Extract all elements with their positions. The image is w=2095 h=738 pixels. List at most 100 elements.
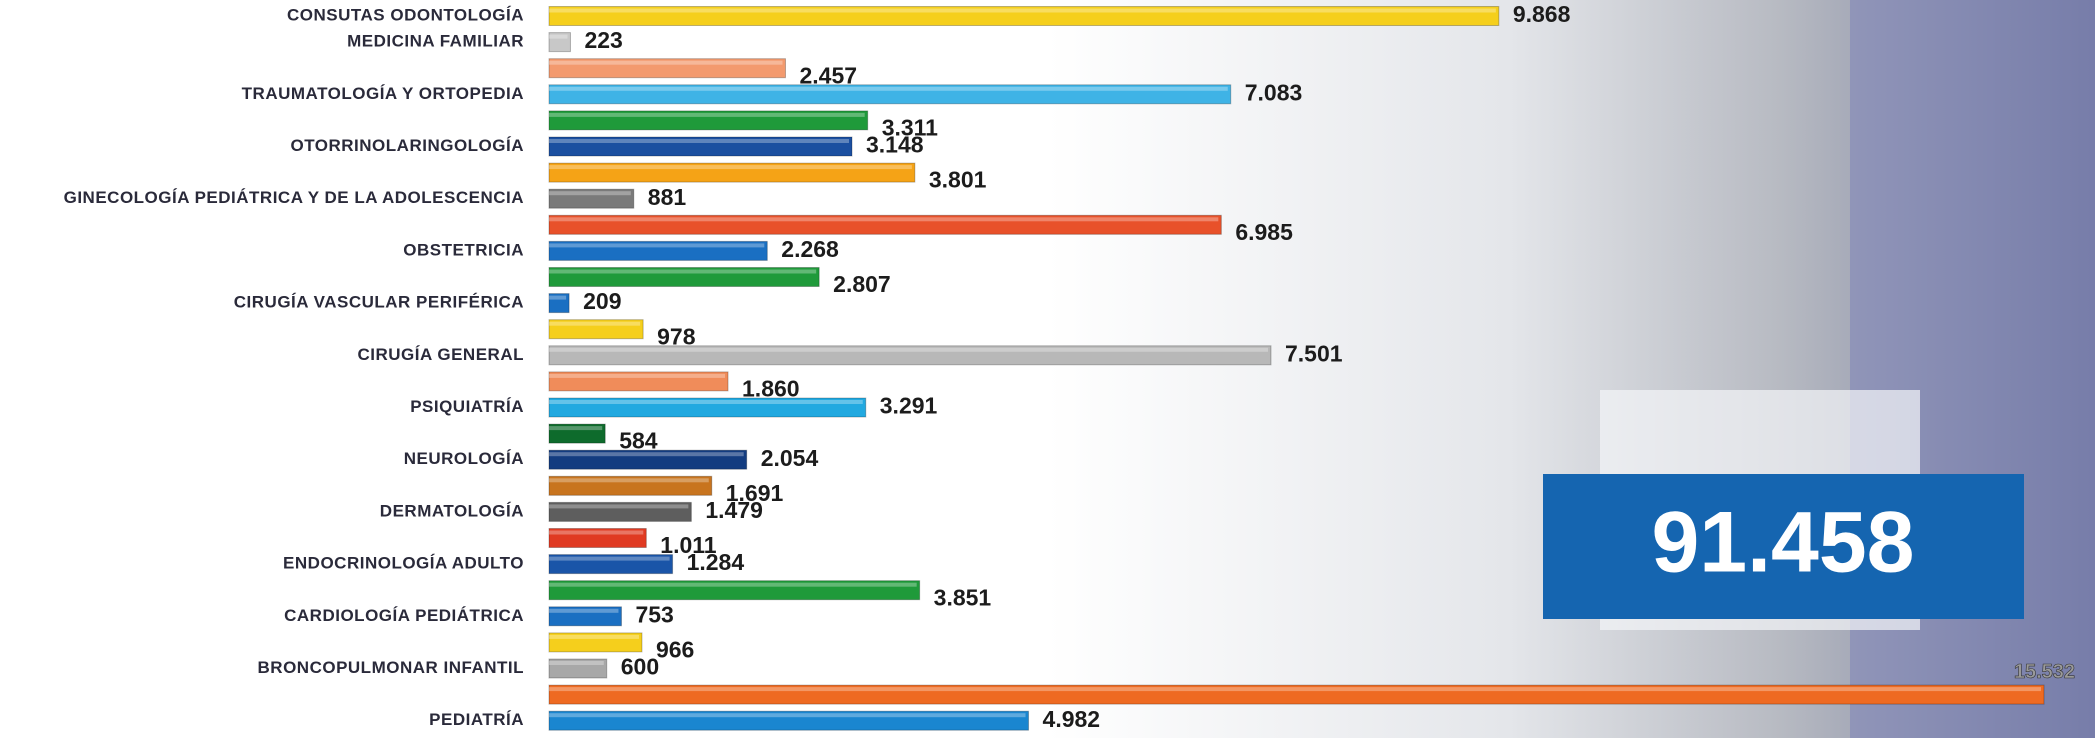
- category-label: OTORRINOLARINGOLOGÍA: [290, 136, 524, 155]
- bar: [548, 580, 921, 601]
- bar: [548, 397, 867, 418]
- bar: [548, 188, 635, 209]
- value-label: 3.311: [882, 114, 938, 140]
- value-label: 1.011: [660, 532, 716, 558]
- bar: [548, 345, 1272, 366]
- category-label: GINECOLOGÍA PEDIÁTRICA Y DE LA ADOLESCEN…: [64, 188, 524, 207]
- bar-highlight: [549, 634, 639, 639]
- bar: [548, 528, 647, 548]
- value-label: 1.691: [726, 480, 784, 506]
- value-label: 881: [648, 184, 687, 210]
- total-value: 91.458: [1651, 495, 1914, 591]
- bars: CONSUTAS ODONTOLOGÍA 9.868 MEDICINA FAMILI…: [64, 1, 2076, 732]
- value-label: 4.982: [1043, 706, 1101, 732]
- bar: [548, 475, 713, 496]
- bar-highlight: [549, 687, 2041, 692]
- bar-highlight: [549, 347, 1268, 352]
- bar-highlight: [549, 86, 1228, 91]
- bar: [548, 710, 1030, 731]
- bar-highlight: [549, 661, 604, 665]
- bar-highlight: [549, 60, 783, 65]
- total-box: [1543, 474, 2024, 619]
- bar: [548, 554, 674, 575]
- category-label: ENDOCRINOLOGÍA ADULTO: [283, 554, 524, 573]
- bar: [548, 449, 748, 470]
- bar: [548, 240, 768, 261]
- value-label: 7.083: [1245, 79, 1303, 105]
- bar-highlight: [549, 504, 689, 509]
- bar: [548, 606, 622, 627]
- bar-highlight: [549, 556, 670, 561]
- bar: [548, 84, 1232, 105]
- value-label: 600: [621, 654, 659, 680]
- bar: [548, 371, 729, 392]
- bar: [548, 293, 570, 314]
- bar: [548, 632, 643, 653]
- value-label: 3.801: [929, 167, 987, 193]
- value-label: 2.268: [781, 236, 839, 262]
- value-label: 584: [619, 428, 658, 454]
- bar-highlight: [549, 582, 917, 587]
- value-label: 223: [584, 27, 622, 53]
- value-label: 9.868: [1513, 1, 1571, 27]
- value-label: 2.807: [833, 271, 891, 297]
- bar-highlight: [549, 191, 631, 196]
- bar: [548, 162, 916, 183]
- value-label: 3.851: [934, 584, 992, 610]
- value-label: 1.284: [687, 549, 745, 575]
- bar: [548, 32, 571, 53]
- value-label: 1.479: [705, 497, 763, 523]
- bar-highlight: [549, 269, 817, 274]
- bar-highlight: [549, 8, 1496, 13]
- bar: [548, 136, 853, 157]
- bar-highlight: [549, 243, 765, 248]
- category-label: CONSUTAS ODONTOLOGÍA: [287, 5, 524, 24]
- bar-highlight: [549, 112, 865, 117]
- bar: [548, 214, 1222, 235]
- value-label: 3.148: [866, 132, 924, 158]
- category-label: DERMATOLOGÍA: [380, 501, 524, 520]
- bar: [548, 501, 692, 522]
- value-label: 7.501: [1285, 340, 1343, 366]
- bar-highlight: [549, 139, 850, 143]
- value-label: 209: [583, 288, 621, 314]
- bar: [548, 58, 786, 79]
- bar: [548, 684, 2045, 705]
- category-label: BRONCOPULMONAR INFANTIL: [258, 658, 524, 677]
- bar-highlight: [549, 217, 1219, 222]
- bar: [548, 319, 644, 340]
- category-label: TRAUMATOLOGÍA Y ORTOPEDIA: [242, 84, 524, 103]
- value-label: 753: [635, 601, 673, 627]
- value-label: 1.860: [742, 375, 800, 401]
- bar: [548, 658, 608, 679]
- bar-highlight: [549, 295, 567, 300]
- category-label: PSIQUIATRÍA: [410, 397, 524, 416]
- value-label: 6.985: [1235, 219, 1293, 245]
- category-label: OBSTETRICIA: [403, 240, 524, 259]
- bar: [548, 110, 869, 131]
- bar: [548, 6, 1500, 26]
- value-label: 15.532: [2014, 661, 2075, 683]
- category-label: CIRUGÍA VASCULAR PERIFÉRICA: [234, 293, 524, 312]
- category-label: NEUROLOGÍA: [404, 449, 524, 468]
- bar-highlight: [549, 426, 603, 431]
- bar-highlight: [549, 530, 644, 535]
- value-label: 2.457: [799, 62, 857, 88]
- bar-highlight: [549, 34, 568, 39]
- category-label: PEDIATRÍA: [429, 710, 524, 729]
- bar-highlight: [549, 713, 1026, 718]
- category-label: MEDICINA FAMILIAR: [347, 32, 524, 51]
- value-label: 966: [656, 636, 694, 662]
- value-label: 2.054: [761, 445, 819, 471]
- bar-highlight: [549, 478, 709, 483]
- category-label: CIRUGÍA GENERAL: [358, 345, 525, 364]
- bar-highlight: [549, 452, 744, 457]
- bar-highlight: [549, 373, 726, 378]
- bar: [548, 267, 820, 287]
- bar-highlight: [549, 608, 619, 613]
- bar: [548, 423, 606, 444]
- category-label: CARDIOLOGÍA PEDIÁTRICA: [284, 606, 524, 625]
- bar-highlight: [549, 165, 912, 170]
- value-label: 3.291: [880, 393, 938, 419]
